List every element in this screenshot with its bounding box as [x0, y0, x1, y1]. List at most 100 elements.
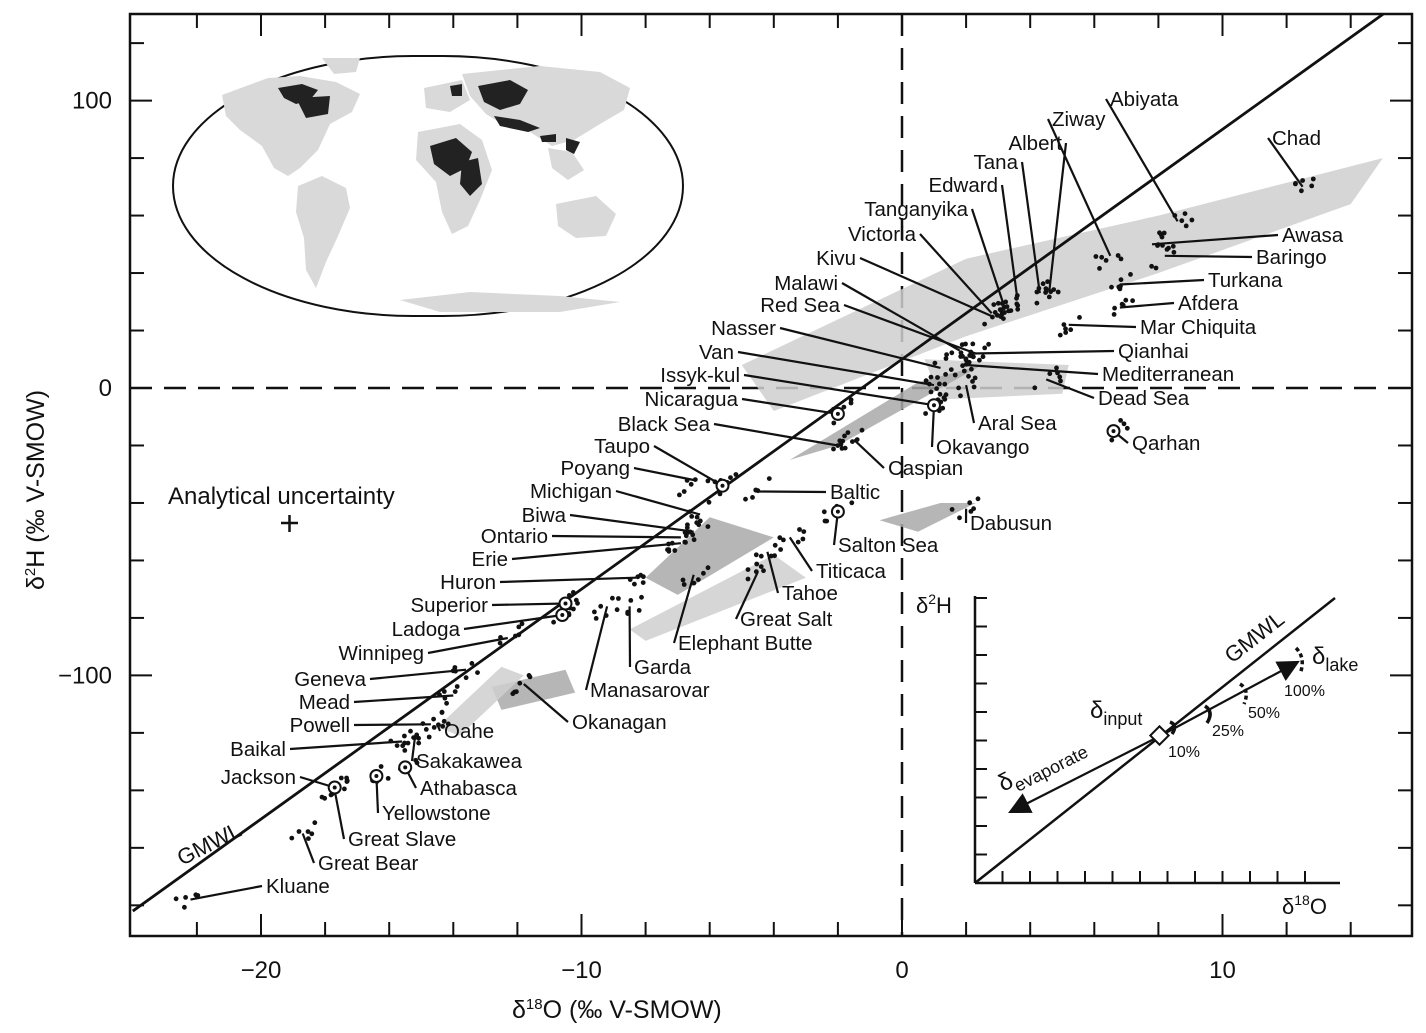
lake-point: [705, 478, 711, 484]
lake-point: [640, 580, 646, 585]
lake-label: Qarhan: [1132, 432, 1200, 455]
lake-point: [934, 386, 939, 391]
lake-label: Turkana: [1208, 269, 1283, 292]
lake-point: [1063, 330, 1069, 335]
lake-label: Kivu: [816, 247, 856, 270]
lake-label: Chad: [1272, 127, 1321, 150]
leader-line: [972, 349, 1115, 355]
lake-point: [616, 596, 621, 601]
inset-lake-arrow: [1159, 660, 1300, 737]
lake-point: [761, 568, 766, 574]
lake-point: [691, 537, 697, 543]
lake-point: [1128, 272, 1133, 277]
lake-point: [717, 491, 723, 497]
single-sample-dot: [374, 774, 379, 778]
lake-point: [975, 496, 981, 502]
gmwl-line: [131, 14, 1386, 913]
lake-point: [628, 598, 634, 603]
lake-point: [991, 302, 997, 307]
lake-point: [454, 684, 460, 689]
lake-point: [516, 632, 522, 638]
lake-point: [967, 500, 973, 506]
lake-label: Ziway: [1052, 108, 1106, 131]
lake-point: [1310, 176, 1316, 182]
leader-line: [788, 536, 813, 572]
lake-point: [566, 593, 572, 598]
leader-line: [919, 233, 993, 315]
lake-point: [1057, 374, 1063, 380]
lake-point: [344, 778, 350, 784]
lake-point: [688, 481, 694, 487]
lake-point: [441, 718, 447, 724]
lake-point: [753, 487, 759, 493]
lake-label: Ontario: [481, 525, 548, 548]
lake-point: [801, 529, 807, 534]
lake-point: [452, 689, 458, 694]
lake-point: [1002, 310, 1007, 315]
lake-label: Great Slave: [348, 828, 456, 851]
lake-point: [1118, 418, 1123, 423]
label-leaders: [190, 98, 1304, 901]
lake-point: [1043, 286, 1049, 291]
lake-point: [728, 475, 733, 480]
leader-line: [1068, 323, 1137, 329]
lake-point: [400, 743, 406, 749]
lake-point: [937, 391, 943, 397]
lake-point: [697, 518, 703, 524]
leader-line: [190, 884, 263, 901]
lake-label: Caspian: [888, 457, 963, 480]
leader-line: [1046, 118, 1112, 257]
leader-line: [779, 326, 941, 369]
lake-point: [923, 378, 929, 384]
single-sample-dot: [403, 765, 408, 770]
lake-point: [848, 400, 854, 406]
lake-point: [733, 472, 739, 477]
lake-point: [289, 835, 295, 841]
leader-line: [463, 613, 563, 631]
lake-point: [923, 411, 928, 416]
y-axis-title: δ2H (‰ V-SMOW): [22, 390, 50, 590]
lake-label: Mediterranean: [1102, 363, 1234, 386]
leader-line: [369, 668, 467, 681]
lake-point: [842, 433, 847, 439]
leader-line: [491, 602, 566, 607]
lake-point: [1061, 322, 1067, 327]
lake-point: [970, 341, 976, 347]
lake-label: Edward: [928, 174, 998, 197]
lake-point: [452, 665, 458, 670]
lake-point: [839, 446, 845, 451]
lake-label: Qianhai: [1118, 340, 1189, 363]
leader-line: [737, 350, 935, 387]
single-sample-dot: [720, 483, 725, 488]
leader-line: [410, 738, 416, 762]
leader-line: [735, 571, 759, 620]
leader-line: [1020, 161, 1041, 294]
lake-point: [958, 350, 964, 356]
leader-line: [1267, 137, 1304, 188]
leader-line: [713, 422, 839, 447]
lake-point: [296, 829, 302, 834]
lake-point: [1111, 312, 1117, 317]
lake-point: [405, 740, 411, 746]
lake-point: [944, 352, 949, 357]
lake-envelope: [645, 517, 774, 595]
lake-point: [995, 300, 1001, 306]
lake-point: [598, 603, 604, 609]
lake-point: [1034, 289, 1040, 295]
lake-point: [680, 577, 686, 583]
lake-point: [1157, 230, 1162, 236]
lake-point: [956, 385, 961, 391]
lake-point: [1159, 234, 1165, 240]
lake-point: [1293, 181, 1298, 186]
lake-point: [413, 757, 419, 763]
lake-point: [957, 515, 962, 521]
x-tick-label: 0: [895, 957, 908, 984]
lake-envelope: [741, 158, 1383, 411]
lake-point: [423, 727, 429, 732]
lake-point: [497, 640, 503, 646]
leader-line: [511, 542, 682, 561]
lake-point: [831, 446, 836, 452]
lake-point: [309, 831, 315, 837]
lake-point: [750, 495, 755, 500]
